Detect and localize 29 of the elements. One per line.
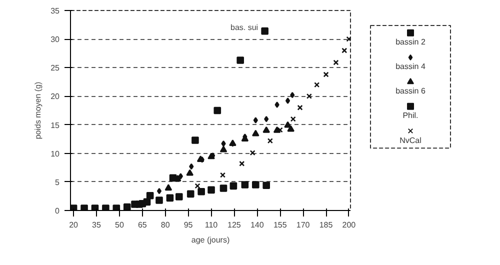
y-axis-title: poids moyen (g) bbox=[34, 81, 43, 140]
legend-label: bassin 4 bbox=[396, 62, 426, 72]
y-tick-label: 5 bbox=[55, 178, 60, 187]
y-tick-label: 10 bbox=[50, 149, 60, 158]
legend-label: bassin 6 bbox=[396, 86, 426, 96]
y-tick-label: 0 bbox=[55, 206, 60, 216]
legend-label: NvCal bbox=[400, 136, 422, 145]
legend-label: Phil. bbox=[402, 111, 418, 120]
x-tick-label: 95 bbox=[184, 220, 194, 230]
x-tick-label: 170 bbox=[296, 220, 310, 230]
y-tick-label: 20 bbox=[50, 92, 60, 102]
annotation: bas. sui bbox=[230, 23, 258, 32]
x-tick-label: 200 bbox=[342, 220, 356, 230]
y-tick-label: 25 bbox=[50, 64, 60, 73]
y-tick-label: 15 bbox=[50, 120, 60, 130]
x-tick-label: 125 bbox=[228, 220, 242, 230]
x-tick-label: 35 bbox=[92, 220, 102, 230]
y-tick-label: 35 bbox=[50, 6, 60, 16]
x-tick-label: 80 bbox=[160, 220, 170, 230]
x-tick-label: 185 bbox=[319, 220, 334, 230]
y-tick-label: 30 bbox=[50, 35, 60, 44]
legend-label: bassin 2 bbox=[396, 38, 426, 47]
x-tick-label: 110 bbox=[204, 220, 218, 230]
x-tick-label: 50 bbox=[115, 220, 124, 230]
x-tick-label: 140 bbox=[250, 220, 264, 230]
x-tick-label: 155 bbox=[273, 220, 288, 230]
x-tick-label: 65 bbox=[138, 220, 148, 230]
x-tick-label: 20 bbox=[69, 220, 79, 230]
x-axis-title: age (jours) bbox=[191, 236, 230, 244]
